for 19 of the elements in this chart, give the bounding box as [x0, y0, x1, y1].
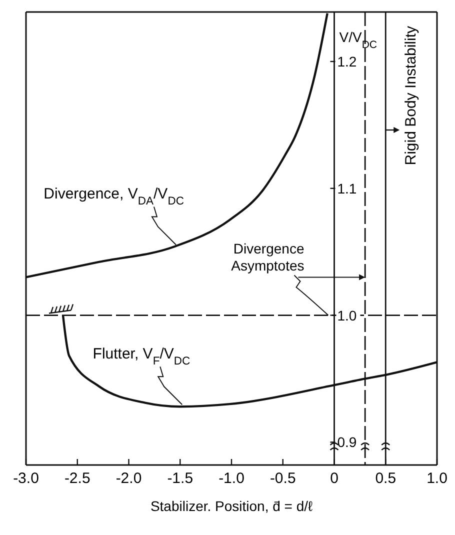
series-label: Flutter, V$_{F}$/V$_{DC}$ [92, 346, 190, 368]
y-tick-label: 1.2 [337, 53, 357, 70]
y-tick-label: 0.9 [337, 434, 357, 450]
x-axis-title: Stabilizer. Position, d̄ = d/ℓ [150, 498, 314, 514]
x-tick-label: -2.5 [64, 470, 90, 487]
x-tick-label: 1.0 [426, 470, 448, 487]
ref-line-label: Rigid Body Instability [402, 26, 420, 166]
x-tick-label: -3.0 [13, 470, 39, 487]
x-tick-label: -0.5 [270, 470, 296, 487]
x-tick-label: 0.5 [375, 470, 396, 487]
annotation: Divergence Asymptotes [231, 240, 304, 274]
x-tick-label: 0 [330, 470, 338, 487]
text: Divergence, V$_{DA}$/V$_{DC}$ [44, 186, 184, 208]
y-axis-title: V/V$_{DC}$ [339, 29, 378, 51]
y-tick-label: 1.0 [337, 307, 357, 324]
y-tick-label: 1.1 [337, 180, 357, 196]
x-tick-label: -1.5 [167, 470, 194, 487]
x-tick-label: -2.0 [116, 470, 142, 487]
x-tick-label: -1.0 [218, 470, 244, 487]
